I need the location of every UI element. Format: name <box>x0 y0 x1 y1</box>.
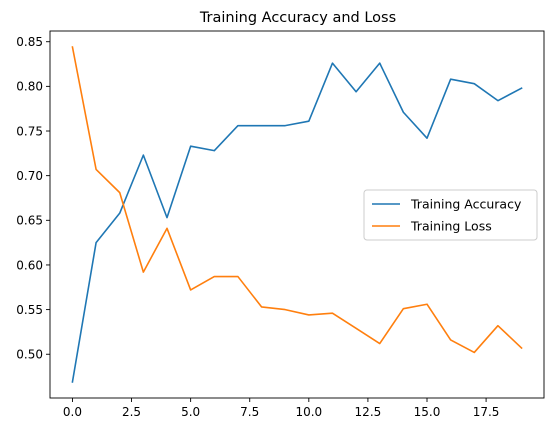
y-tick-label: 0.55 <box>16 303 43 317</box>
y-tick-label: 0.65 <box>16 214 43 228</box>
series-line-training-accuracy <box>71 62 523 383</box>
chart-title: Training Accuracy and Loss <box>199 10 396 26</box>
legend-label: Training Accuracy <box>410 197 522 212</box>
x-tick-label: 17.5 <box>473 405 500 419</box>
y-tick-label: 0.75 <box>16 124 43 138</box>
y-tick-label: 0.85 <box>16 35 43 49</box>
y-tick-label: 0.50 <box>16 348 43 362</box>
x-tick-label: 10.0 <box>295 405 322 419</box>
x-tick-label: 5.0 <box>181 405 200 419</box>
x-tick-label: 2.5 <box>122 405 141 419</box>
x-tick-label: 12.5 <box>355 405 382 419</box>
plot-series <box>71 46 523 383</box>
y-axis: 0.50 0.55 0.60 0.65 0.70 0.75 0.80 0.85 <box>16 35 50 362</box>
x-tick-label: 15.0 <box>414 405 441 419</box>
x-tick-label: 7.5 <box>240 405 259 419</box>
legend-box <box>363 189 538 241</box>
y-tick-label: 0.80 <box>16 80 43 94</box>
legend: Training Accuracy Training Loss <box>363 189 538 241</box>
legend-label: Training Loss <box>410 219 492 234</box>
plot-frame <box>49 30 545 399</box>
x-tick-label: 0.0 <box>63 405 82 419</box>
y-tick-label: 0.60 <box>16 258 43 272</box>
x-axis: 0.0 2.5 5.0 7.5 10.0 12.5 15.0 17.5 <box>63 398 500 419</box>
series-line-training-loss <box>71 46 523 354</box>
y-tick-label: 0.70 <box>16 169 43 183</box>
